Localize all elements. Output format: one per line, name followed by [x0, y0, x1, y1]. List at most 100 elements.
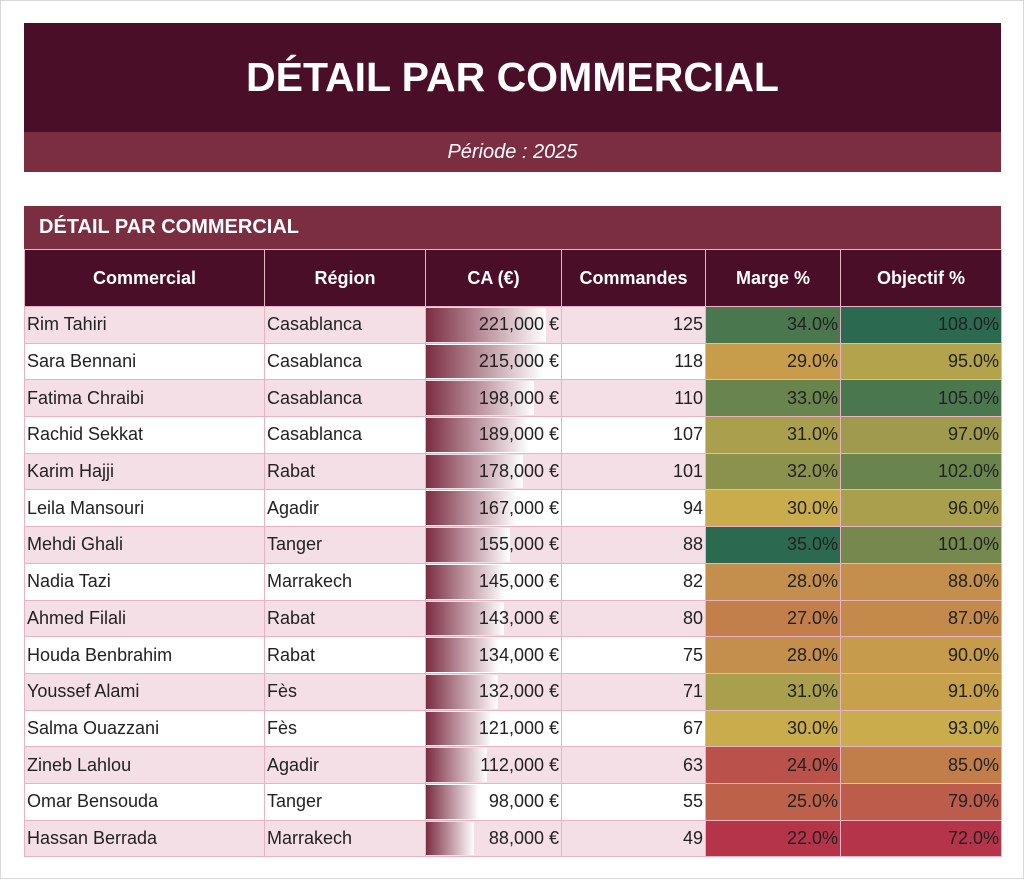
orders-cell: 110 [561, 379, 706, 418]
cell-text: 107 [672, 424, 703, 445]
commercial-cell: Fatima Chraibi [24, 379, 265, 418]
objective-cell: 72.0% [840, 819, 1002, 858]
cell-text: Fès [267, 717, 298, 738]
cell-text: 67 [682, 717, 703, 738]
commercial-cell: Omar Bensouda [24, 782, 265, 821]
cell-text: Tanger [267, 791, 323, 812]
cell-text: 27.0% [786, 607, 838, 628]
cell-text: Nadia Tazi [27, 571, 111, 592]
cell-text: 28.0% [786, 571, 838, 592]
margin-cell: 24.0% [705, 746, 841, 784]
orders-cell: 63 [561, 746, 706, 784]
margin-cell: 27.0% [705, 599, 841, 638]
column-header: CA (€) [425, 249, 562, 307]
column-header: Commercial [24, 249, 265, 307]
data-bar [426, 601, 504, 636]
cell-text: 132,000 € [478, 681, 559, 702]
column-header: Commandes [561, 249, 706, 307]
ca-cell: 98,000 € [425, 782, 562, 821]
orders-cell: 71 [561, 672, 706, 711]
cell-text: 105.0% [937, 387, 999, 408]
cell-text: 198,000 € [478, 387, 559, 408]
cell-text: Tanger [267, 534, 323, 555]
data-bar [426, 821, 474, 856]
cell-text: 33.0% [786, 387, 838, 408]
table-row: Sara Bennani Casablanca 215,000 € 118 29.0% 9… [24, 342, 1002, 381]
orders-cell: 82 [561, 562, 706, 601]
ca-cell: 112,000 € [425, 746, 562, 784]
cell-text: 215,000 € [478, 351, 559, 372]
region-cell: Tanger [264, 782, 426, 821]
ca-cell: 121,000 € [425, 709, 562, 748]
commercial-cell: Youssef Alami [24, 672, 265, 711]
cell-text: 29.0% [786, 351, 838, 372]
cell-text: 112,000 € [480, 754, 559, 775]
cell-text: 102.0% [937, 461, 999, 482]
orders-cell: 67 [561, 709, 706, 748]
cell-text: 71 [682, 681, 703, 702]
table-row: Fatima Chraibi Casablanca 198,000 € 110 33.0… [24, 379, 1002, 418]
commercial-cell: Leila Mansouri [24, 489, 265, 528]
data-bar [426, 528, 511, 562]
data-bar [426, 711, 492, 746]
cell-text: Omar Bensouda [27, 791, 159, 812]
orders-cell: 118 [561, 342, 706, 381]
cell-text: 90.0% [947, 644, 999, 665]
cell-text: 95.0% [947, 351, 999, 372]
cell-text: 34.0% [786, 314, 838, 335]
cell-text: 97.0% [947, 424, 999, 445]
cell-text: 31.0% [786, 424, 838, 445]
table-row: Rachid Sekkat Casablanca 189,000 € 107 31.0%… [24, 416, 1002, 454]
cell-text: Fatima Chraibi [27, 387, 145, 408]
cell-text: Karim Hajji [27, 461, 115, 482]
data-bar [426, 344, 543, 379]
orders-cell: 125 [561, 306, 706, 344]
objective-cell: 93.0% [840, 709, 1002, 748]
region-cell: Marrakech [264, 562, 426, 601]
cell-text: 35.0% [786, 534, 838, 555]
cell-text: 24.0% [786, 754, 838, 775]
cell-text: 121,000 € [478, 717, 559, 738]
cell-text: Rachid Sekkat [27, 424, 144, 445]
ca-cell: 155,000 € [425, 526, 562, 564]
region-cell: Casablanca [264, 306, 426, 344]
objective-cell: 90.0% [840, 636, 1002, 674]
ca-cell: 132,000 € [425, 672, 562, 711]
cell-text: 101.0% [937, 534, 999, 555]
ca-cell: 145,000 € [425, 562, 562, 601]
orders-cell: 55 [561, 782, 706, 821]
cell-text: Marrakech [267, 571, 353, 592]
cell-text: Mehdi Ghali [27, 534, 124, 555]
margin-cell: 30.0% [705, 709, 841, 748]
data-bar [426, 418, 529, 452]
margin-cell: 33.0% [705, 379, 841, 418]
table-row: Leila Mansouri Agadir 167,000 € 94 30.0% 96.0… [24, 489, 1002, 528]
table-row: Houda Benbrahim Rabat 134,000 € 75 28.0% 90.0… [24, 636, 1002, 674]
cell-text: 98,000 € [488, 791, 559, 812]
commercial-cell: Hassan Berrada [24, 819, 265, 858]
cell-text: Hassan Berrada [27, 827, 158, 848]
cell-text: Leila Mansouri [27, 497, 145, 518]
cell-text: Casablanca [267, 351, 363, 372]
cell-text: Fès [267, 681, 298, 702]
cell-text: 134,000 € [478, 644, 559, 665]
region-cell: Fès [264, 672, 426, 711]
data-bar [426, 491, 517, 526]
cell-text: 55 [682, 791, 703, 812]
commercial-cell: Sara Bennani [24, 342, 265, 381]
objective-cell: 97.0% [840, 416, 1002, 454]
margin-cell: 29.0% [705, 342, 841, 381]
margin-cell: 30.0% [705, 489, 841, 528]
cell-text: 72.0% [947, 827, 999, 848]
cell-text: Houda Benbrahim [27, 644, 173, 665]
cell-text: 31.0% [786, 681, 838, 702]
region-cell: Fès [264, 709, 426, 748]
table-row: Youssef Alami Fès 132,000 € 71 31.0% 91.0% [24, 672, 1002, 711]
cell-text: 32.0% [786, 461, 838, 482]
ca-cell: 167,000 € [425, 489, 562, 528]
objective-cell: 85.0% [840, 746, 1002, 784]
cell-text: Salma Ouazzani [27, 717, 160, 738]
orders-cell: 88 [561, 526, 706, 564]
region-cell: Marrakech [264, 819, 426, 858]
data-bar [426, 674, 498, 709]
